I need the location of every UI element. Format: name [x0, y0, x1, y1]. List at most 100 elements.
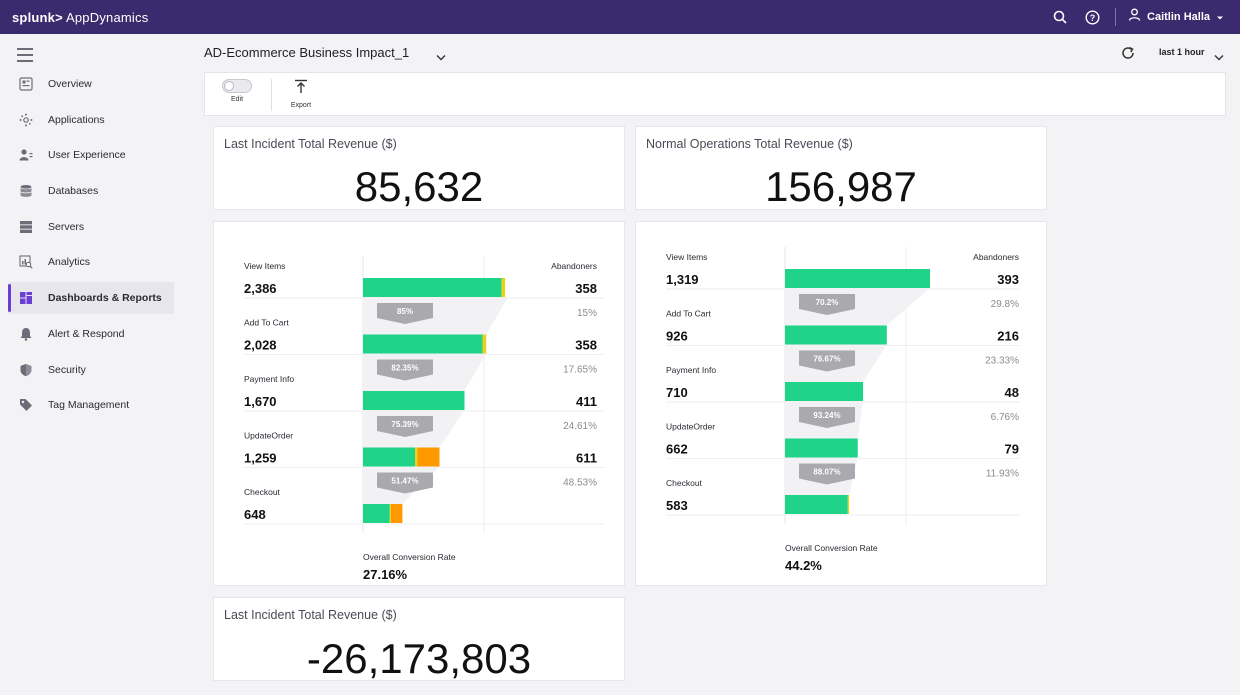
conversion-arrow [799, 294, 855, 315]
stage-value: 926 [666, 329, 688, 344]
chevron-down-icon [1216, 8, 1224, 26]
brand-prefix: splunk> [12, 9, 63, 25]
conversion-arrow [799, 463, 855, 485]
chevron-down-icon[interactable] [1214, 48, 1224, 66]
funnel-bar-success[interactable] [785, 269, 930, 288]
funnel-bar-warning[interactable] [501, 278, 506, 297]
funnel-bar-success[interactable] [363, 391, 465, 410]
sidebar-item-dashboards-reports[interactable]: Dashboards & Reports [8, 282, 174, 315]
sidebar-nav: Overview Applications User Experience Da… [8, 68, 174, 425]
user-experience-icon [18, 147, 34, 163]
overall-conversion-label: Overall Conversion Rate [785, 543, 878, 553]
stage-label: Add To Cart [244, 318, 289, 328]
analytics-icon [18, 254, 34, 270]
menu-icon[interactable] [17, 48, 33, 62]
chevron-down-icon[interactable] [436, 48, 446, 66]
sidebar-item-label: Tag Management [48, 399, 130, 412]
stage-value: 1,670 [244, 394, 277, 409]
conversion-rate: 70.2% [816, 298, 839, 307]
conversion-arrow [799, 407, 855, 428]
abandoners-value: 611 [576, 451, 597, 466]
funnel-bar-success[interactable] [785, 438, 858, 458]
funnel-graphic: Abandoners View Items 1,319 393 29.8% 70.2% Ad… [666, 247, 1020, 573]
brand-name: AppDynamics [66, 9, 149, 25]
stage-label: UpdateOrder [244, 431, 293, 441]
sidebar-item-alert-respond[interactable]: Alert & Respond [8, 318, 174, 350]
stage-label: View Items [666, 252, 707, 262]
incident-revenue-card: Last Incident Total Revenue ($) 85,632 [213, 126, 625, 210]
sidebar-item-overview[interactable]: Overview [8, 68, 174, 100]
funnel-graphic: Abandoners View Items 2,386 358 15% 85% Add To… [244, 256, 604, 582]
user-menu[interactable]: Caitlin Halla [1115, 8, 1224, 26]
sidebar-item-label: Dashboards & Reports [48, 292, 162, 305]
export-button[interactable]: Export [276, 79, 326, 111]
sidebar-item-user-experience[interactable]: User Experience [8, 139, 174, 171]
abandoners-header: Abandoners [973, 252, 1019, 262]
conversion-arrow [377, 359, 433, 381]
conversion-arrow [799, 350, 855, 372]
page-title[interactable]: AD-Ecommerce Business Impact_1 [204, 45, 410, 60]
user-name: Caitlin Halla [1147, 11, 1210, 23]
stage-label: Add To Cart [666, 309, 711, 319]
stage-label: Checkout [666, 478, 703, 488]
sidebar-item-label: Overview [48, 78, 92, 90]
sidebar-item-analytics[interactable]: Analytics [8, 246, 174, 278]
conversion-arrow [377, 303, 433, 324]
funnel-bar-success[interactable] [363, 334, 483, 354]
funnel-bar-success[interactable] [363, 278, 502, 297]
abandoners-value: 216 [997, 329, 1019, 344]
sidebar-item-tag-management[interactable]: Tag Management [8, 389, 174, 421]
bell-icon [18, 326, 34, 342]
sidebar-item-label: Applications [48, 113, 105, 126]
abandon-percent: 29.8% [991, 299, 1019, 310]
conversion-rate: 85% [397, 307, 413, 316]
refresh-icon[interactable] [1120, 45, 1136, 66]
search-icon[interactable] [1051, 8, 1069, 26]
edit-toggle[interactable]: Edit [212, 79, 262, 111]
dashboard-toolbar: Edit Export [204, 72, 1226, 116]
conversion-arrow [377, 416, 433, 437]
funnel-bar-warning[interactable] [415, 447, 418, 467]
sidebar-item-label: Alert & Respond [48, 327, 125, 340]
sidebar-item-label: Analytics [48, 256, 91, 269]
abandon-percent: 24.61% [563, 421, 597, 432]
conversion-rate: 82.35% [391, 364, 418, 373]
funnel-bar-success[interactable] [363, 504, 390, 523]
abandoners-value: 48 [1005, 385, 1019, 400]
revenue-delta-card: Last Incident Total Revenue ($) -26,173,… [213, 597, 625, 682]
export-icon [293, 79, 309, 99]
server-icon [18, 219, 34, 235]
abandon-percent: 23.33% [985, 356, 1019, 367]
app-brand[interactable]: splunk> AppDynamics [12, 10, 148, 25]
funnel-bar-error[interactable] [417, 447, 440, 467]
abandon-percent: 6.76% [991, 412, 1019, 423]
top-bar: splunk> AppDynamics ? Caitlin Halla [0, 0, 1240, 34]
stage-value: 2,028 [244, 338, 277, 353]
sidebar-item-databases[interactable]: Databases [8, 175, 174, 207]
help-icon[interactable]: ? [1083, 8, 1101, 26]
sidebar: Overview Applications User Experience Da… [0, 34, 190, 695]
edit-switch[interactable] [222, 79, 252, 93]
funnel-bar-success[interactable] [785, 495, 848, 514]
normal-revenue-card: Normal Operations Total Revenue ($) 156,… [635, 126, 1047, 210]
abandon-percent: 48.53% [563, 478, 597, 489]
sidebar-item-servers[interactable]: Servers [8, 211, 174, 243]
funnel-bar-success[interactable] [785, 382, 864, 401]
stage-value: 1,259 [244, 451, 277, 466]
funnel-bar-warning[interactable] [847, 495, 850, 514]
sidebar-item-security[interactable]: Security [8, 354, 174, 386]
funnel-bar-error[interactable] [390, 504, 403, 523]
stage-value: 2,386 [244, 281, 277, 296]
overview-icon [18, 76, 34, 92]
funnel-bar-warning[interactable] [389, 504, 391, 523]
funnel-bar-success[interactable] [363, 447, 416, 467]
sidebar-item-applications[interactable]: Applications [8, 104, 174, 136]
sidebar-item-label: Servers [48, 220, 85, 233]
stage-value: 710 [666, 385, 688, 400]
overall-conversion-label: Overall Conversion Rate [363, 552, 456, 562]
time-range-selector[interactable]: last 1 hour [1159, 47, 1205, 57]
sidebar-item-label: User Experience [48, 149, 126, 162]
funnel-bar-success[interactable] [785, 325, 887, 345]
funnel-bar-warning[interactable] [482, 334, 487, 354]
conversion-rate: 51.47% [391, 477, 418, 486]
